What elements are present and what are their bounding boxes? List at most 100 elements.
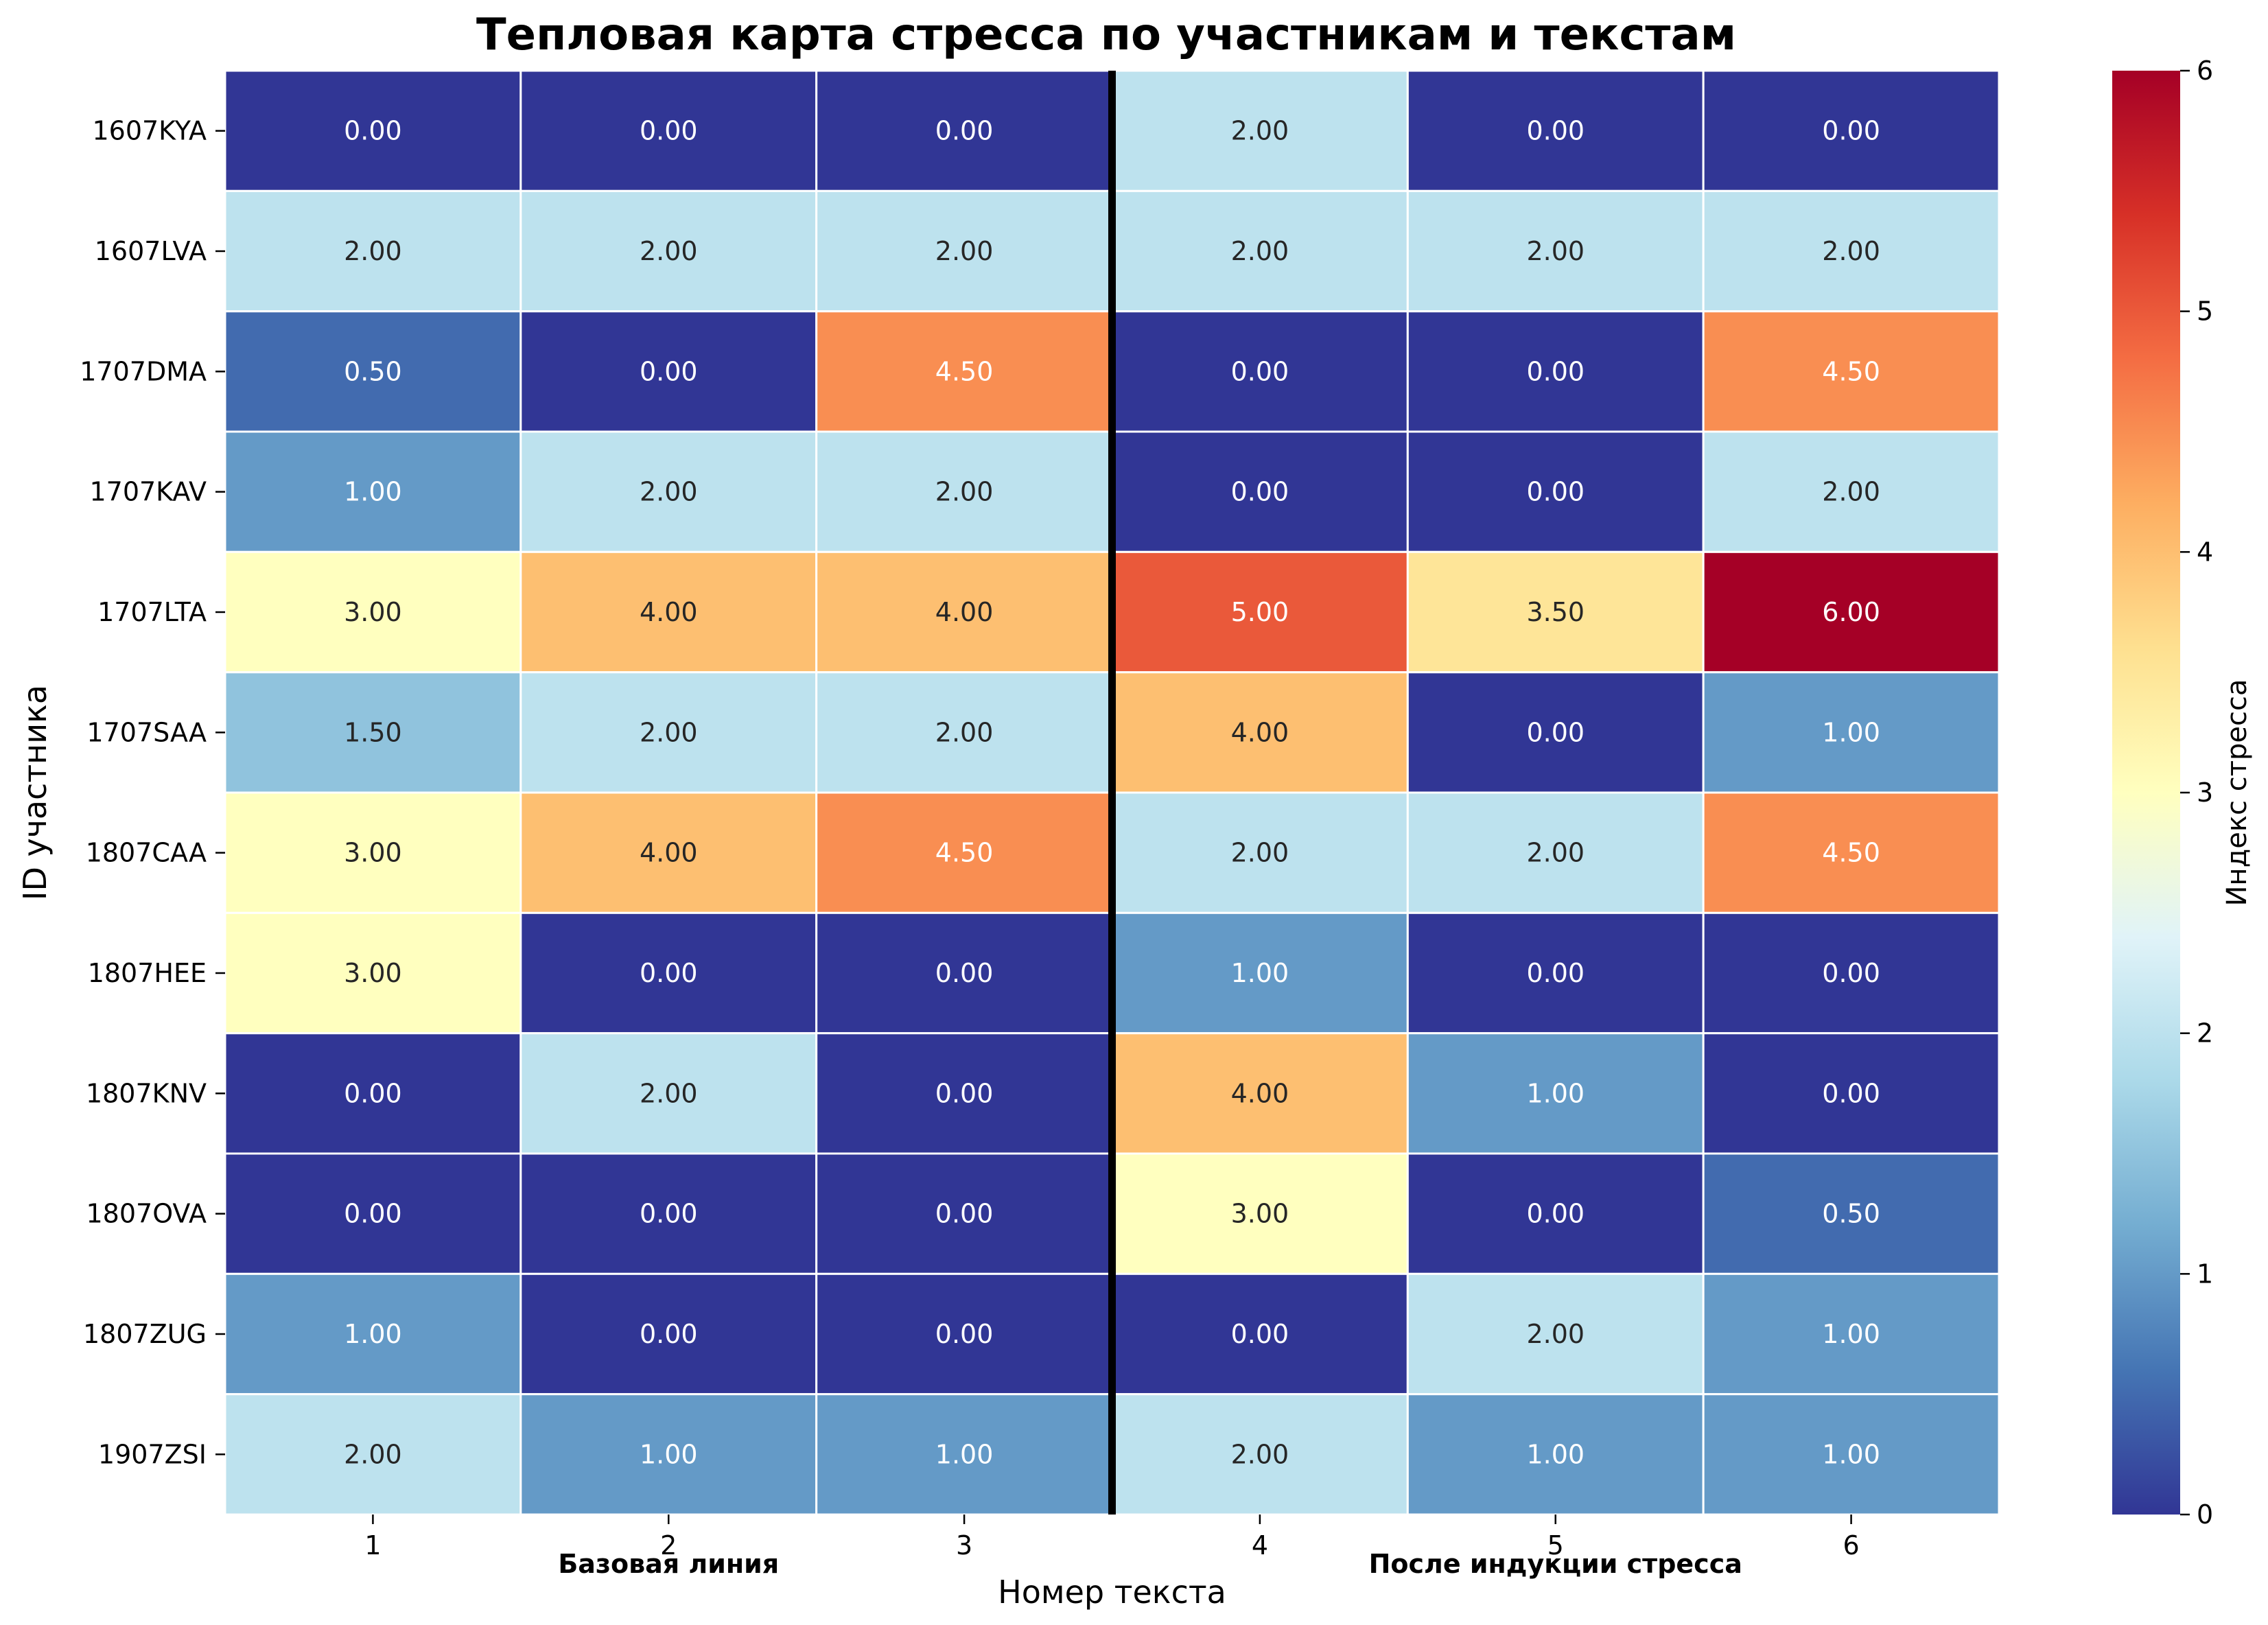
- cell-value-label: 1.00: [1822, 717, 1880, 747]
- heatmap-cell: [224, 1393, 522, 1516]
- heatmap-cell: [519, 69, 818, 192]
- cell-value-label: 3.00: [344, 958, 402, 988]
- cell-value-label: 0.00: [935, 1319, 994, 1349]
- cell-value-label: 2.00: [1231, 838, 1289, 868]
- heatmap-cell: [815, 911, 1113, 1035]
- cell-value-label: 2.00: [1231, 236, 1289, 266]
- heatmap-cell: [1406, 69, 1705, 192]
- cell-value-label: 4.00: [1231, 1078, 1289, 1108]
- cell-value-label: 0.50: [1822, 1199, 1880, 1229]
- heatmap-cell: [1702, 310, 2000, 433]
- heatmap-cell: [224, 1032, 522, 1155]
- cell-value-label: 1.00: [1526, 1078, 1585, 1108]
- cell-value-label: 4.00: [640, 597, 698, 627]
- cell-value-label: 0.00: [1822, 1078, 1880, 1108]
- heatmap-cell: [1702, 1032, 2000, 1155]
- heatmap-cell: [1406, 550, 1705, 674]
- cell-value-label: 0.50: [344, 356, 402, 386]
- cell-value-label: 0.00: [640, 1319, 698, 1349]
- heatmap-cell: [1702, 1272, 2000, 1396]
- cell-value-label: 0.00: [640, 958, 698, 988]
- heatmap-cell: [224, 911, 522, 1035]
- heatmap-cell: [1111, 1393, 1409, 1516]
- heatmap-cell: [1702, 671, 2000, 794]
- y-tick-label: 1807OVA: [86, 1199, 207, 1229]
- cell-value-label: 1.00: [640, 1439, 698, 1469]
- y-tick-label: 1707SAA: [86, 717, 207, 747]
- cell-value-label: 3.00: [344, 597, 402, 627]
- cell-value-label: 2.00: [640, 1078, 698, 1108]
- cell-value-label: 1.00: [344, 1319, 402, 1349]
- group-label-baseline: Базовая линия: [558, 1549, 779, 1579]
- cell-value-label: 0.00: [1526, 717, 1585, 747]
- heatmap-cell: [519, 1393, 818, 1516]
- x-tick-label: 6: [1843, 1530, 1859, 1560]
- y-tick-label: 1607KYA: [92, 116, 207, 146]
- heatmap-cell: [1702, 550, 2000, 674]
- cell-value-label: 0.00: [344, 1199, 402, 1229]
- heatmap-cell: [224, 310, 522, 433]
- heatmap-cell: [1406, 1032, 1705, 1155]
- heatmap-cell: [1702, 189, 2000, 313]
- cell-value-label: 1.00: [1822, 1319, 1880, 1349]
- colorbar: [2112, 71, 2180, 1515]
- heatmap-cell: [1406, 310, 1705, 433]
- heatmap-cell: [519, 430, 818, 553]
- colorbar-tick-label: 4: [2197, 537, 2213, 567]
- chart-title: Тепловая карта стресса по участникам и т…: [476, 10, 1736, 60]
- cell-value-label: 2.00: [1526, 236, 1585, 266]
- cell-value-label: 0.00: [1526, 356, 1585, 386]
- heatmap-cell: [815, 430, 1113, 553]
- heatmap-cell: [1111, 189, 1409, 313]
- cell-value-label: 0.00: [640, 116, 698, 146]
- cell-value-label: 0.00: [1526, 116, 1585, 146]
- cell-value-label: 0.00: [640, 356, 698, 386]
- cell-value-label: 0.00: [1231, 1319, 1289, 1349]
- cell-value-label: 3.00: [1231, 1199, 1289, 1229]
- cell-value-label: 4.00: [640, 838, 698, 868]
- cell-value-label: 0.00: [344, 116, 402, 146]
- cell-value-label: 6.00: [1822, 597, 1880, 627]
- cell-value-label: 2.00: [1231, 1439, 1289, 1469]
- x-tick-label: 2: [660, 1530, 677, 1560]
- heatmap-cell: [519, 310, 818, 433]
- heatmap-cell: [1111, 550, 1409, 674]
- cell-value-label: 4.00: [935, 597, 994, 627]
- cell-value-label: 4.50: [935, 838, 994, 868]
- cell-value-label: 0.00: [1822, 116, 1880, 146]
- cell-value-label: 2.00: [1526, 1319, 1585, 1349]
- cell-value-label: 1.00: [1822, 1439, 1880, 1469]
- cell-value-label: 2.00: [640, 717, 698, 747]
- colorbar-tick-label: 2: [2197, 1018, 2213, 1049]
- group-label-after-stress: После индукции стресса: [1369, 1549, 1742, 1579]
- y-axis-ticks: 1607KYA 1607LVA 1707DMA 1707KAV 1707LTA 1707S…: [80, 116, 225, 1469]
- cell-value-label: 1.50: [344, 717, 402, 747]
- cell-value-label: 0.00: [935, 958, 994, 988]
- cell-value-label: 2.00: [935, 717, 994, 747]
- heatmap-cell: [224, 1152, 522, 1275]
- cell-value-label: 1.00: [1526, 1439, 1585, 1469]
- y-tick-label: 1707KAV: [89, 477, 207, 507]
- cell-value-label: 2.00: [640, 477, 698, 507]
- y-tick-label: 1707DMA: [80, 356, 207, 386]
- heatmap-cell: [224, 671, 522, 794]
- x-tick-label: 4: [1252, 1530, 1268, 1560]
- cell-value-label: 2.00: [1231, 116, 1289, 146]
- heatmap-cell: [519, 1032, 818, 1155]
- heatmap-cell: [1702, 791, 2000, 914]
- heatmap-cell-labels: 0.00 0.00 0.00 2.00 0.00 0.00 2.00 2.00 2.00 2.00…: [344, 116, 1880, 1470]
- heatmap-cell: [1702, 1393, 2000, 1516]
- heatmap-cell: [815, 550, 1113, 674]
- heatmap-cell: [224, 1272, 522, 1396]
- cell-value-label: 0.00: [1231, 356, 1289, 386]
- heatmap-cell: [519, 189, 818, 313]
- heatmap-cell: [1406, 671, 1705, 794]
- cell-value-label: 2.00: [1822, 236, 1880, 266]
- x-tick-label: 3: [956, 1530, 972, 1560]
- colorbar-tick-label: 1: [2197, 1259, 2213, 1289]
- cell-value-label: 1.00: [935, 1439, 994, 1469]
- cell-value-label: 2.00: [1822, 477, 1880, 507]
- cell-value-label: 4.50: [1822, 838, 1880, 868]
- heatmap-cell: [815, 791, 1113, 914]
